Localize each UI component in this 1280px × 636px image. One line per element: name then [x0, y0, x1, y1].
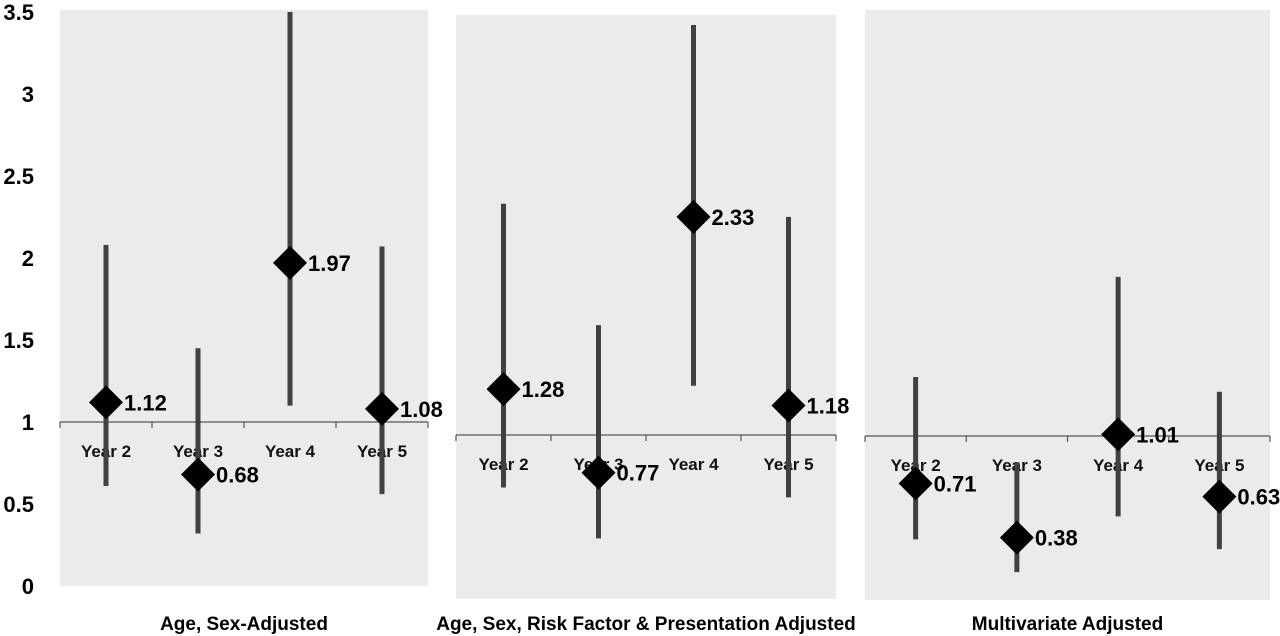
y-tick-label: 3	[22, 82, 34, 107]
data-label: 1.28	[522, 377, 565, 402]
y-tick-label: 2	[22, 246, 34, 271]
data-point-marker	[273, 245, 307, 280]
y-tick-label: 3.5	[3, 0, 34, 25]
y-tick-label: 1	[22, 410, 34, 435]
panel-background	[456, 15, 836, 599]
data-point-marker	[898, 466, 933, 501]
data-label: 1.01	[1136, 422, 1179, 447]
y-tick-label: 2.5	[3, 164, 34, 189]
panel-background	[60, 10, 428, 586]
data-point-marker	[676, 199, 711, 234]
data-label: 0.38	[1035, 526, 1078, 551]
panel-background	[865, 10, 1270, 600]
data-point-marker	[1101, 417, 1136, 452]
data-label: 0.68	[216, 462, 259, 487]
y-tick-label: 0	[22, 574, 34, 599]
data-point-marker	[1202, 479, 1237, 514]
data-label: 2.33	[712, 205, 755, 230]
y-tick-label: 0.5	[3, 492, 34, 517]
data-label: 0.77	[617, 461, 660, 486]
y-tick-label: 1.5	[3, 328, 34, 353]
data-label: 1.18	[807, 393, 850, 418]
data-point-marker	[365, 391, 399, 426]
data-label: 1.12	[124, 390, 167, 415]
data-label: 1.97	[308, 251, 351, 276]
data-label: 0.71	[934, 472, 977, 497]
category-label: Year 4	[668, 455, 719, 474]
data-point-marker	[486, 372, 521, 407]
data-label: 1.08	[400, 397, 443, 422]
panel-title: Age, Sex-Adjusted	[160, 614, 328, 635]
panel-title: Age, Sex, Risk Factor & Presentation Adj…	[436, 614, 856, 635]
data-point-marker	[581, 455, 616, 490]
data-point-marker	[89, 385, 123, 420]
data-point-marker	[181, 457, 215, 492]
data-point-marker	[999, 520, 1034, 555]
panel-title: Multivariate Adjusted	[972, 614, 1163, 635]
data-point-marker	[771, 388, 806, 423]
data-label: 0.63	[1237, 485, 1280, 510]
category-label: Year 4	[265, 442, 316, 461]
